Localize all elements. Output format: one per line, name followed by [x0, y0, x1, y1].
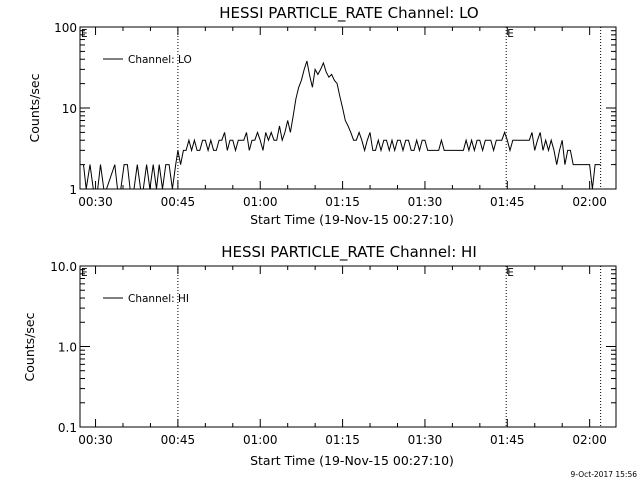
- hi-x-tick-label: 00:45: [161, 433, 196, 447]
- lo-x-tick-label: 02:00: [572, 195, 607, 209]
- lo-plot-frame: [79, 26, 617, 190]
- hi-x-tick-label: 02:00: [572, 433, 607, 447]
- hi-channel-panel: HESSI PARTICLE_RATE Channel: HI Start Ti…: [22, 243, 617, 468]
- lo-event-marker-label: E: [507, 28, 514, 40]
- hi-event-marker-label: E: [507, 267, 514, 279]
- lo-x-tick-label: 01:30: [408, 195, 443, 209]
- hi-x-axis-label: Start Time (19-Nov-15 00:27:10): [250, 453, 454, 468]
- hi-y-tick-label: 0.1: [58, 421, 77, 435]
- lo-x-tick-label: 01:15: [325, 195, 360, 209]
- hi-y-tick-label: 10.0: [50, 260, 77, 274]
- lo-x-tick-label: 00:45: [161, 195, 196, 209]
- lo-y-tick-label: 10: [62, 102, 77, 116]
- lo-y-tick-label: 1: [69, 183, 77, 197]
- lo-y-tick-label: 100: [54, 21, 77, 35]
- hi-y-axis-label: Counts/sec: [22, 312, 37, 381]
- hi-x-tick-label: 01:30: [408, 433, 443, 447]
- hi-legend-label: Channel: HI: [128, 293, 189, 305]
- lo-channel-panel: HESSI PARTICLE_RATE Channel: LO Start Ti…: [27, 4, 617, 227]
- hi-x-tick-label: 01:15: [325, 433, 360, 447]
- hi-chart-title: HESSI PARTICLE_RATE Channel: HI: [221, 243, 477, 262]
- lo-x-tick-label: 00:30: [78, 195, 113, 209]
- lo-event-marker-label: E: [81, 28, 88, 40]
- lo-x-tick-label: 01:45: [490, 195, 525, 209]
- hi-x-tick-label: 01:45: [490, 433, 525, 447]
- lo-x-tick-label: 01:00: [243, 195, 278, 209]
- hi-plot-frame: [79, 265, 617, 428]
- hi-y-tick-label: 1.0: [58, 341, 77, 355]
- hi-x-tick-label: 00:30: [78, 433, 113, 447]
- lo-chart-title: HESSI PARTICLE_RATE Channel: LO: [219, 4, 478, 23]
- lo-y-axis-label: Counts/sec: [27, 73, 42, 142]
- footer-timestamp: 9-Oct-2017 15:56: [571, 470, 638, 479]
- lo-x-axis-label: Start Time (19-Nov-15 00:27:10): [250, 212, 454, 227]
- hi-event-marker-label: E: [81, 267, 88, 279]
- lo-series-line: [83, 60, 601, 190]
- lo-legend-label: Channel: LO: [128, 54, 192, 66]
- hi-x-tick-label: 01:00: [243, 433, 278, 447]
